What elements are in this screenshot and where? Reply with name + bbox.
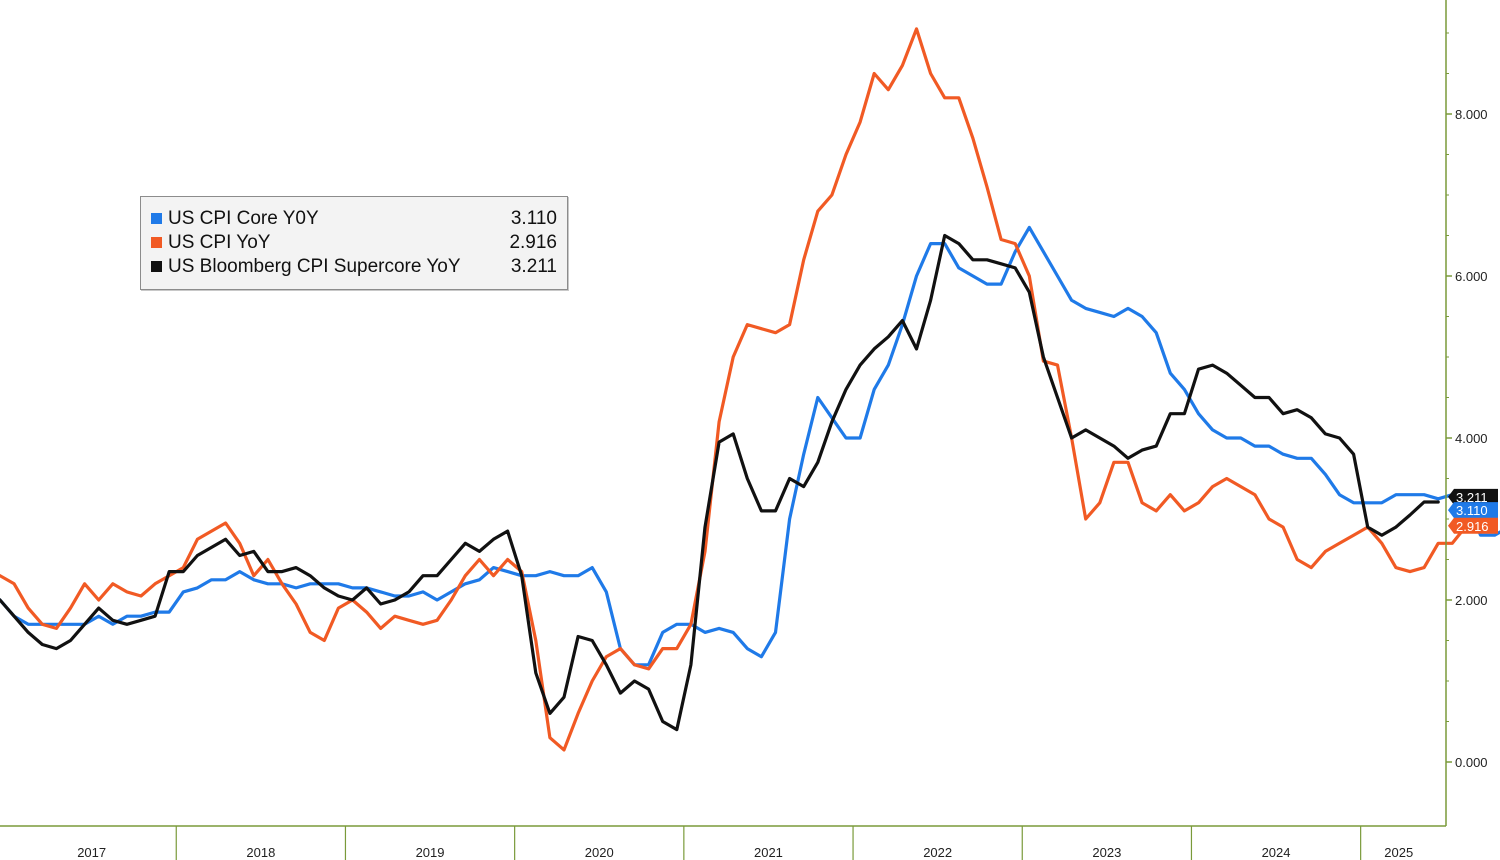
series-line-supercore: [0, 233, 1440, 732]
x-year-label: 2022: [923, 845, 952, 860]
legend-label-supercore: US Bloomberg CPI Supercore YoY: [168, 256, 461, 277]
series-lines: [0, 27, 1500, 752]
x-year-label: 2020: [585, 845, 614, 860]
legend-value-supercore: 3.211: [510, 256, 557, 277]
legend: US CPI Core Y0Y 3.110 US CPI YoY 2.916 U…: [140, 196, 568, 290]
last-value-tag-cpi: 2.916: [1448, 517, 1498, 534]
legend-value-core: 3.110: [510, 208, 557, 229]
legend-value-cpi: 2.916: [509, 232, 557, 253]
x-year-label: 2025: [1384, 845, 1413, 860]
legend-swatch-cpi: [151, 237, 162, 248]
x-year-label: 2018: [246, 845, 275, 860]
x-year-label: 2021: [754, 845, 783, 860]
y-tick-label: 4.000: [1455, 431, 1488, 446]
x-year-label: 2024: [1262, 845, 1291, 860]
series-line-core: [0, 225, 1500, 667]
legend-swatch-core: [151, 213, 162, 224]
svg-text:3.211: 3.211: [1456, 490, 1488, 505]
y-tick-label: 0.000: [1455, 755, 1488, 770]
last-value-tag-core: 3.110: [1448, 502, 1498, 519]
legend-item-cpi: US CPI YoY 2.916: [151, 231, 557, 255]
y-tick-label: 6.000: [1455, 269, 1488, 284]
x-year-label: 2019: [416, 845, 445, 860]
legend-swatch-supercore: [151, 261, 162, 272]
svg-text:3.110: 3.110: [1456, 503, 1488, 518]
legend-item-supercore: US Bloomberg CPI Supercore YoY 3.211: [151, 255, 557, 279]
legend-item-core: US CPI Core Y0Y 3.110: [151, 207, 557, 231]
x-year-label: 2017: [77, 845, 106, 860]
x-year-label: 2023: [1092, 845, 1121, 860]
legend-label-core: US CPI Core Y0Y: [168, 208, 319, 229]
svg-text:2.916: 2.916: [1456, 519, 1489, 534]
last-value-tag-supercore: 3.211: [1448, 488, 1498, 505]
y-tick-label: 8.000: [1455, 107, 1488, 122]
legend-label-cpi: US CPI YoY: [168, 232, 271, 253]
y-tick-label: 2.000: [1455, 593, 1488, 608]
